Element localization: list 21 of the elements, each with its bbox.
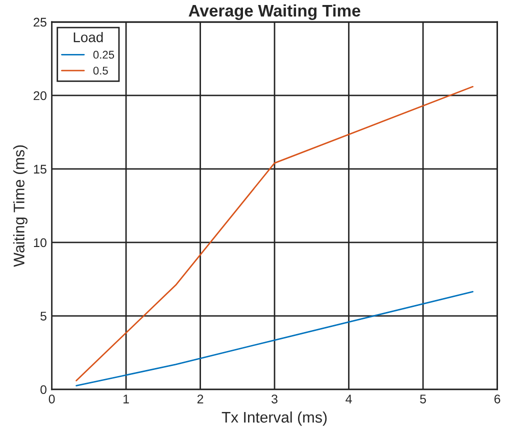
x-tick-label: 4 (346, 394, 352, 404)
y-tick-label: 5 (40, 312, 46, 321)
x-tick-label: 6 (494, 394, 500, 404)
x-tick-label: 2 (197, 394, 204, 404)
x-axis-title: Tx Interval (ms) (222, 411, 327, 426)
y-tick-label: 0 (40, 385, 46, 394)
x-tick-label: 1 (124, 394, 129, 404)
chart-title: Average Waiting Time (188, 4, 360, 20)
legend-label: 0.5 (93, 66, 108, 75)
x-tick-label: 3 (272, 394, 278, 404)
x-tick-label: 0 (48, 394, 55, 404)
y-tick-label: 25 (34, 18, 46, 27)
x-tick-label: 5 (420, 394, 426, 404)
y-tick-label: 20 (34, 91, 46, 100)
line-series (76, 290, 474, 386)
y-tick-label: 10 (34, 238, 46, 248)
y-tick-label: 15 (34, 164, 46, 174)
legend-label: 0.25 (93, 50, 114, 59)
y-axis-title: Waiting Time (ms) (13, 145, 28, 267)
legend-title: Load (74, 32, 103, 42)
line-series (76, 86, 474, 382)
